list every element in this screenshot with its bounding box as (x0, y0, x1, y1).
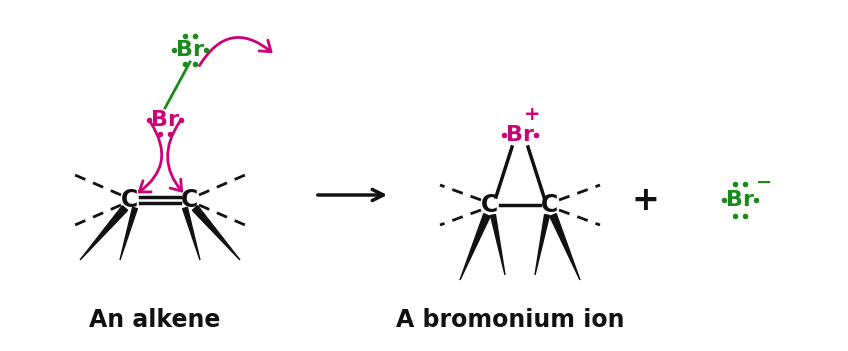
Polygon shape (535, 214, 550, 275)
Text: C: C (121, 188, 138, 212)
Text: C: C (482, 193, 499, 217)
Polygon shape (192, 206, 240, 260)
Polygon shape (120, 207, 137, 260)
Text: C: C (181, 188, 198, 212)
FancyArrowPatch shape (168, 122, 181, 191)
Text: A bromonium ion: A bromonium ion (396, 308, 624, 332)
Text: Br: Br (726, 190, 754, 210)
Text: +: + (524, 106, 540, 125)
Polygon shape (550, 214, 580, 280)
FancyArrowPatch shape (139, 122, 162, 192)
Polygon shape (182, 207, 200, 260)
Polygon shape (460, 214, 490, 280)
Text: An alkene: An alkene (89, 308, 220, 332)
FancyArrowPatch shape (199, 38, 271, 66)
Polygon shape (490, 214, 505, 275)
Text: −: − (756, 172, 773, 192)
Text: Br: Br (506, 125, 534, 145)
Polygon shape (80, 206, 128, 260)
Text: +: + (631, 184, 659, 217)
Text: Br: Br (176, 40, 204, 60)
Text: Br: Br (151, 110, 179, 130)
Text: C: C (541, 193, 559, 217)
